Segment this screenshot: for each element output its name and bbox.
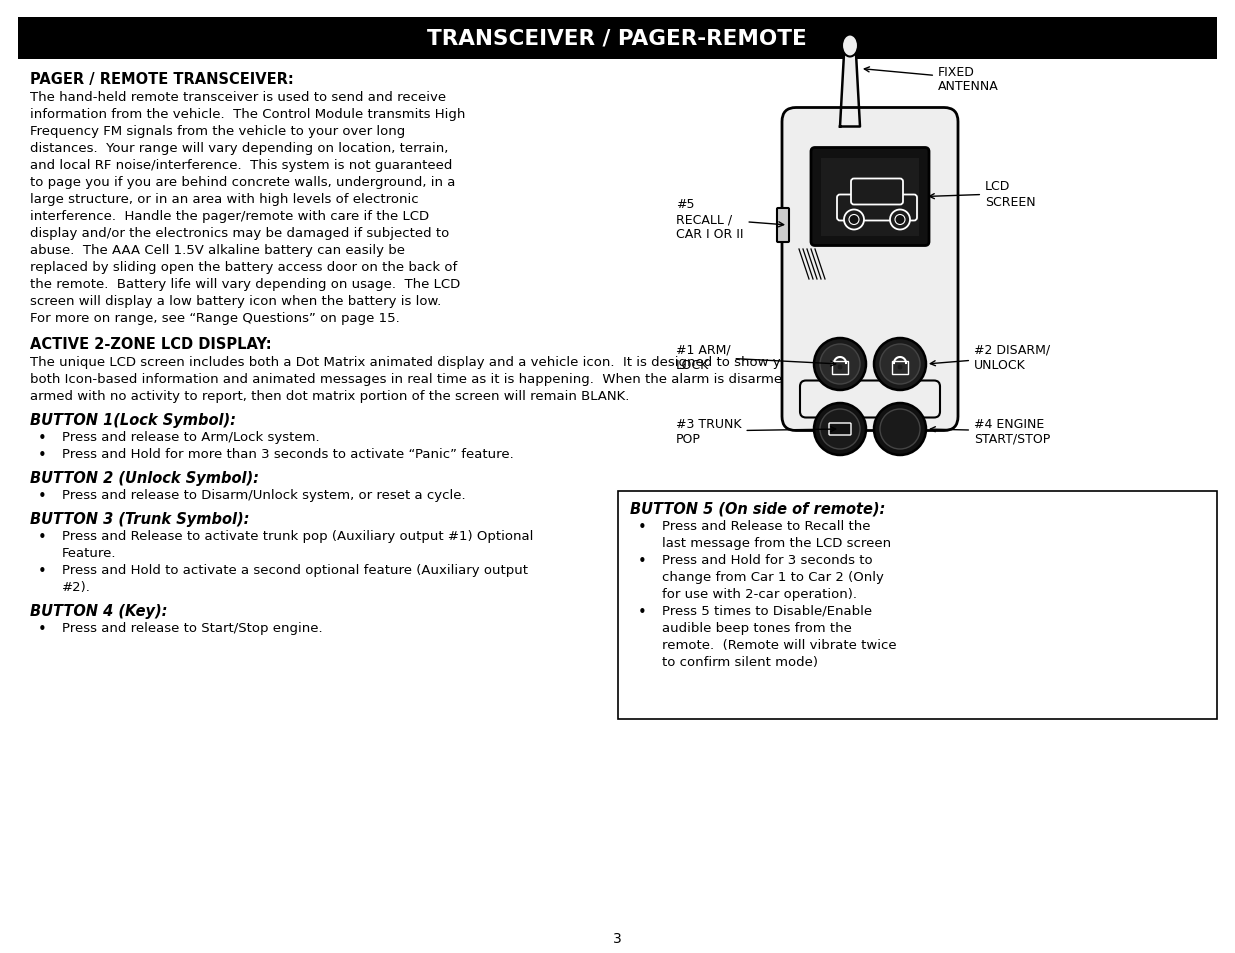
Text: #2).: #2).: [62, 580, 91, 594]
Text: BUTTON 3 (Trunk Symbol):: BUTTON 3 (Trunk Symbol):: [30, 512, 249, 526]
Text: interference.  Handle the pager/remote with care if the LCD: interference. Handle the pager/remote wi…: [30, 210, 429, 223]
Text: Press and release to Arm/Lock system.: Press and release to Arm/Lock system.: [62, 431, 320, 443]
Circle shape: [837, 365, 842, 370]
Text: START: START: [887, 425, 914, 434]
Text: LCD
SCREEN: LCD SCREEN: [929, 180, 1036, 209]
Text: to confirm silent mode): to confirm silent mode): [662, 656, 818, 668]
Text: BUTTON 4 (Key):: BUTTON 4 (Key):: [30, 603, 168, 618]
Text: 1: 1: [911, 229, 918, 238]
Text: BUTTON 5 (On side of remote):: BUTTON 5 (On side of remote):: [630, 501, 885, 517]
Text: PAGER / REMOTE TRANSCEIVER:: PAGER / REMOTE TRANSCEIVER:: [30, 71, 294, 87]
Text: Frequency FM signals from the vehicle to your over long: Frequency FM signals from the vehicle to…: [30, 125, 405, 138]
Text: •: •: [638, 519, 647, 535]
FancyBboxPatch shape: [892, 361, 908, 375]
Text: to page you if you are behind concrete walls, underground, in a: to page you if you are behind concrete w…: [30, 175, 456, 189]
Text: FIXED
ANTENNA: FIXED ANTENNA: [864, 66, 999, 93]
Text: #3 TRUNK
POP: #3 TRUNK POP: [676, 417, 836, 446]
Text: display and/or the electronics may be damaged if subjected to: display and/or the electronics may be da…: [30, 227, 450, 240]
Text: Press 5 times to Disable/Enable: Press 5 times to Disable/Enable: [662, 604, 872, 618]
Text: #1 ARM/
LOCK: #1 ARM/ LOCK: [676, 344, 836, 372]
Text: for use with 2-car operation).: for use with 2-car operation).: [662, 587, 857, 600]
Circle shape: [874, 338, 926, 391]
Circle shape: [898, 365, 903, 370]
Circle shape: [895, 215, 905, 225]
FancyBboxPatch shape: [782, 109, 958, 431]
FancyBboxPatch shape: [832, 361, 848, 375]
Circle shape: [881, 345, 920, 385]
Text: The unique LCD screen includes both a Dot Matrix animated display and a vehicle : The unique LCD screen includes both a Do…: [30, 355, 798, 369]
Text: Press and Hold to activate a second optional feature (Auxiliary output: Press and Hold to activate a second opti…: [62, 563, 529, 577]
Circle shape: [814, 403, 866, 456]
Circle shape: [820, 410, 860, 450]
Text: large structure, or in an area with high levels of electronic: large structure, or in an area with high…: [30, 193, 419, 206]
Text: replaced by sliding open the battery access door on the back of: replaced by sliding open the battery acc…: [30, 261, 457, 274]
Circle shape: [874, 403, 926, 456]
Text: screen will display a low battery icon when the battery is low.: screen will display a low battery icon w…: [30, 294, 441, 308]
Text: PM: PM: [823, 162, 832, 172]
Text: armed with no activity to report, then dot matrix portion of the screen will rem: armed with no activity to report, then d…: [30, 390, 630, 402]
Circle shape: [848, 215, 860, 225]
Polygon shape: [840, 54, 860, 128]
Text: abuse.  The AAA Cell 1.5V alkaline battery can easily be: abuse. The AAA Cell 1.5V alkaline batter…: [30, 244, 405, 256]
Text: •: •: [38, 563, 47, 578]
Text: BUTTON 2 (Unlock Symbol):: BUTTON 2 (Unlock Symbol):: [30, 471, 259, 485]
Text: ACTIVE 2-ZONE LCD DISPLAY:: ACTIVE 2-ZONE LCD DISPLAY:: [30, 336, 272, 352]
Text: Press and release to Disarm/Unlock system, or reset a cycle.: Press and release to Disarm/Unlock syste…: [62, 489, 466, 501]
Text: remote.  (Remote will vibrate twice: remote. (Remote will vibrate twice: [662, 639, 897, 651]
Text: •: •: [38, 621, 47, 637]
Text: distances.  Your range will vary depending on location, terrain,: distances. Your range will vary dependin…: [30, 142, 448, 154]
Text: audible beep tones from the: audible beep tones from the: [662, 621, 852, 635]
Text: Press and release to Start/Stop engine.: Press and release to Start/Stop engine.: [62, 621, 322, 635]
Text: Feature.: Feature.: [62, 546, 116, 559]
Text: 3: 3: [613, 931, 621, 945]
Text: The hand-held remote transceiver is used to send and receive: The hand-held remote transceiver is used…: [30, 91, 446, 104]
Circle shape: [844, 211, 864, 231]
Text: #2 DISARM/
UNLOCK: #2 DISARM/ UNLOCK: [930, 344, 1050, 372]
Circle shape: [820, 345, 860, 385]
Text: •: •: [638, 604, 647, 619]
FancyBboxPatch shape: [837, 195, 918, 221]
Circle shape: [814, 338, 866, 391]
Text: #4 ENGINE
START/STOP: #4 ENGINE START/STOP: [930, 417, 1050, 446]
Text: both Icon-based information and animated messages in real time as it is happenin: both Icon-based information and animated…: [30, 373, 809, 386]
FancyBboxPatch shape: [777, 209, 789, 243]
Text: •: •: [638, 554, 647, 568]
FancyBboxPatch shape: [811, 149, 929, 246]
Text: BUTTON 1(Lock Symbol):: BUTTON 1(Lock Symbol):: [30, 413, 236, 428]
Text: and local RF noise/interference.  This system is not guaranteed: and local RF noise/interference. This sy…: [30, 159, 452, 172]
Text: •: •: [38, 431, 47, 446]
Ellipse shape: [842, 35, 858, 57]
Bar: [19, 18, 1216, 60]
FancyBboxPatch shape: [829, 423, 851, 436]
Text: information from the vehicle.  The Control Module transmits High: information from the vehicle. The Contro…: [30, 108, 466, 121]
Text: last message from the LCD screen: last message from the LCD screen: [662, 537, 892, 550]
Text: For more on range, see “Range Questions” on page 15.: For more on range, see “Range Questions”…: [30, 312, 400, 325]
Text: Press and Hold for 3 seconds to: Press and Hold for 3 seconds to: [662, 554, 873, 566]
Text: TRANSCEIVER / PAGER-REMOTE: TRANSCEIVER / PAGER-REMOTE: [427, 29, 806, 49]
FancyBboxPatch shape: [851, 179, 903, 205]
FancyBboxPatch shape: [800, 381, 940, 418]
Text: change from Car 1 to Car 2 (Only: change from Car 1 to Car 2 (Only: [662, 571, 884, 583]
Text: •: •: [38, 530, 47, 544]
Circle shape: [881, 410, 920, 450]
Text: the remote.  Battery life will vary depending on usage.  The LCD: the remote. Battery life will vary depen…: [30, 277, 461, 291]
Text: 12¹49: 12¹49: [829, 161, 883, 179]
Text: #5
RECALL /
CAR I OR II: #5 RECALL / CAR I OR II: [676, 198, 784, 241]
Circle shape: [890, 211, 910, 231]
Text: Press and Hold for more than 3 seconds to activate “Panic” feature.: Press and Hold for more than 3 seconds t…: [62, 448, 514, 460]
Text: Press and Release to Recall the: Press and Release to Recall the: [662, 519, 871, 533]
FancyBboxPatch shape: [821, 158, 919, 236]
Text: •: •: [38, 448, 47, 462]
Bar: [618, 492, 1216, 720]
Text: •: •: [38, 489, 47, 503]
Text: Press and Release to activate trunk pop (Auxiliary output #1) Optional: Press and Release to activate trunk pop …: [62, 530, 534, 542]
